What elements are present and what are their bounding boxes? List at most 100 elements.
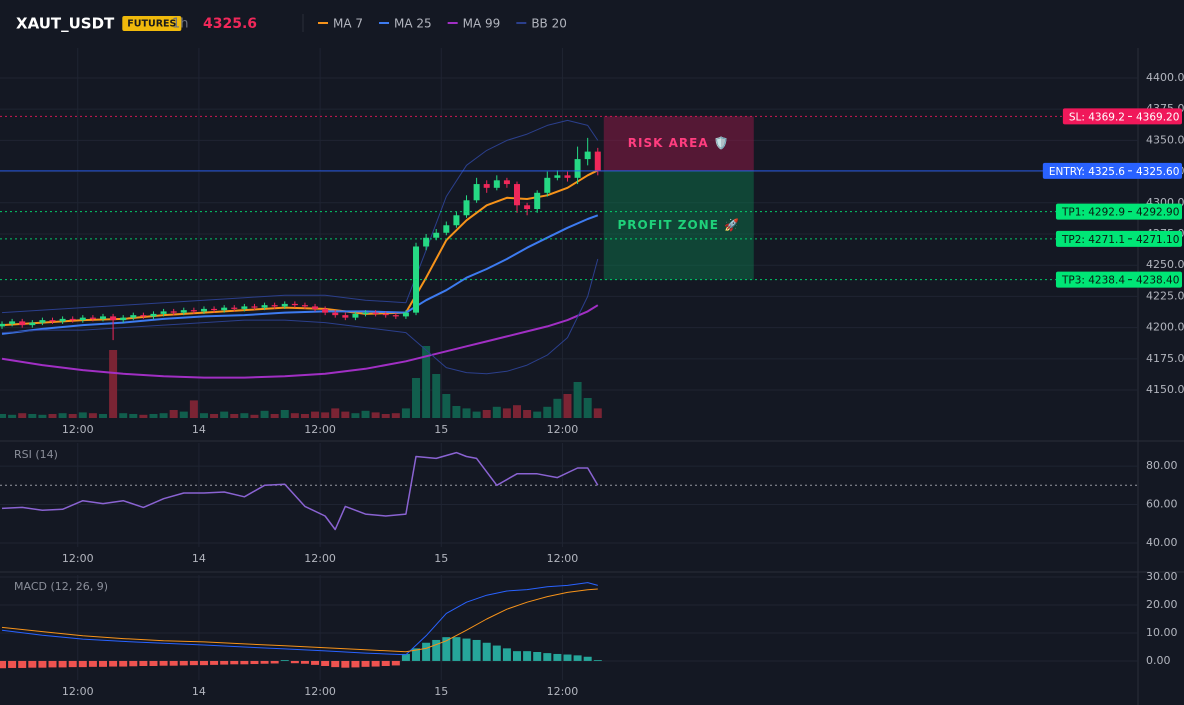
macd-histogram-bar [492,645,501,661]
macd-histogram-bar [240,660,249,665]
candle-body [503,180,510,185]
volume-bar [462,408,471,418]
candle-body [473,184,480,201]
level-name: TP2: 4271.1 [1061,234,1125,246]
candle-body [99,316,106,319]
volume-bar [351,413,360,418]
volume-bar [169,410,178,418]
macd-histogram-bar [401,653,410,661]
volume-bar [58,413,67,418]
macd-histogram-bar [412,648,421,661]
volume-bar [412,378,421,418]
candle-body [291,303,298,306]
volume-bar [573,382,582,418]
zone-label: PROFIT ZONE 🚀 [618,218,741,232]
macd-line [1,588,598,653]
x-tick-label: 14 [192,685,206,698]
volume-bar [422,346,431,418]
candle-body [584,151,591,160]
macd-histogram-bar [280,660,289,661]
volume-bar [159,413,168,418]
candle-body [332,312,339,316]
macd-histogram-bar [573,655,582,661]
y-tick-label: 4225.00 [1146,289,1184,302]
candle-body [190,310,197,312]
candle-body [564,175,571,178]
volume-bar [401,408,410,418]
volume-bar [331,408,340,418]
zone-label: RISK AREA 🛡️ [628,136,730,150]
bb-lower [1,258,599,375]
level-label-bg [1055,203,1182,220]
volume-bar [593,408,602,418]
volume-bar [523,410,532,418]
level-price: 4325.60 [1136,166,1179,178]
badge-background [122,16,182,31]
macd-histogram-bar [341,660,350,668]
candle-body [251,306,258,308]
volume-bar [563,394,572,418]
macd-histogram-bar [8,660,17,668]
volume-bar [311,411,320,418]
candle-body [594,151,601,171]
volume-bar [290,413,299,418]
x-tick-label: 12:00 [547,685,579,698]
level-price: 4369.20 [1136,111,1179,123]
x-tick-label: 12:00 [62,685,94,698]
level-label-bg [1062,108,1182,125]
macd-histogram-bar [78,660,87,668]
y-tick-label: 10.00 [1146,626,1178,639]
candle-body [150,313,157,317]
pane-title: MACD (12, 26, 9) [14,580,108,593]
macd-line [1,582,598,656]
ma-line [1,119,599,314]
volume-bar [0,414,7,418]
macd-histogram-bar [210,660,219,665]
level-name: SL: 4369.2 [1069,111,1125,123]
candle-body [433,232,440,238]
volume-bar [38,414,47,418]
candle-body [544,177,551,193]
macd-histogram-bar [543,653,552,661]
rsi-line [1,451,599,531]
macd-histogram-bar [250,660,259,665]
x-tick-label: 12:00 [62,552,94,565]
x-tick-label: 12:00 [547,552,579,565]
volume-bar [48,414,57,418]
volume-bar [260,410,269,418]
macd-histogram-bar [351,660,360,668]
x-tick-label: 12:00 [304,552,336,565]
volume-bar [583,398,592,418]
volume-bar [300,414,309,418]
macd-histogram-bar [381,660,390,666]
macd-histogram-bar [391,660,400,666]
candle-body [19,321,26,326]
candle-body [261,305,268,308]
candle-body [120,317,127,321]
macd-histogram-bar [109,660,118,667]
macd-histogram-bar [422,642,431,661]
symbol: XAUT_USDT [16,15,115,33]
volume-bar [78,412,87,418]
volume-bar [512,405,521,418]
y-tick-label: 0.00 [1146,654,1171,667]
volume-bar [321,412,330,418]
macd-histogram-bar [149,660,158,666]
macd-histogram-bar [583,656,592,661]
y-tick-label: 4350.00 [1146,133,1184,146]
volume-bar [371,412,380,418]
macd-histogram-bar [58,660,67,668]
macd-histogram-bar [68,660,77,668]
volume-bar [442,394,451,418]
volume-bar [98,414,107,418]
volume-bar [88,413,97,418]
macd-histogram-bar [462,638,471,661]
candle-body [160,311,167,314]
candle-body [312,306,319,309]
candle-body [382,313,389,316]
level-name: TP3: 4238.4 [1061,275,1125,287]
y-tick-label: 60.00 [1146,498,1178,511]
candle-body [140,315,147,317]
candle-body [180,310,187,313]
x-tick-label: 15 [434,685,448,698]
